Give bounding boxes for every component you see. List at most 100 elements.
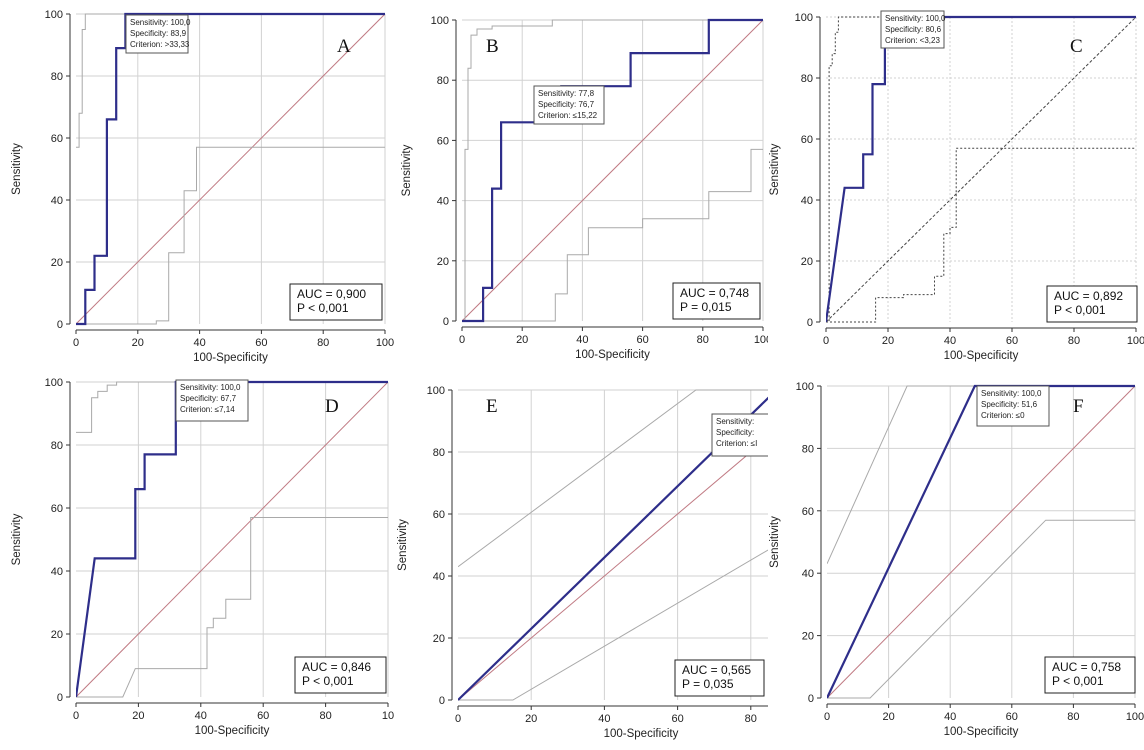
criterion-box-frame bbox=[533, 85, 605, 125]
x-tick-label: 60 bbox=[257, 710, 269, 722]
auc-box-frame bbox=[1044, 656, 1136, 694]
x-axis-title: 100-Specificity bbox=[944, 350, 1019, 362]
criterion-box: Sensitivity: Specificity: Criterion: ≤I bbox=[711, 413, 768, 457]
grid-e bbox=[458, 389, 768, 700]
criterion-box: Sensitivity: 100,0 Specificity: 83,9 Crite… bbox=[125, 14, 191, 54]
x-tick-label: 80 bbox=[697, 334, 709, 346]
roc-plot-b: 0 20 40 60 80 100 0 20 40 60 80 100 100-Specificity S… bbox=[401, 15, 768, 361]
y-tick-label: 100 bbox=[45, 9, 63, 21]
x-tick-label: 100 bbox=[1127, 335, 1144, 347]
criterion-box-frame bbox=[880, 10, 945, 49]
criterion-box-frame bbox=[175, 379, 249, 422]
panel-b: 0 20 40 60 80 100 0 20 40 60 80 100 100-Specificity S… bbox=[396, 0, 768, 370]
criterion-line: Sensitivity: bbox=[716, 417, 754, 426]
ci-upper-curve bbox=[76, 13, 385, 148]
reference-diagonal bbox=[462, 19, 763, 322]
ci-lower-curve bbox=[827, 519, 1135, 699]
y-tick-label: 80 bbox=[801, 73, 813, 85]
x-axis-title: 100-Specificity bbox=[193, 352, 268, 364]
panel-letter: B bbox=[486, 36, 499, 57]
grid-d bbox=[76, 381, 389, 697]
y-tick-label: 100 bbox=[431, 15, 449, 27]
p-value: P < 0,001 bbox=[1054, 303, 1106, 317]
p-value: P < 0,001 bbox=[297, 301, 349, 315]
x-tick-label: 20 bbox=[516, 334, 528, 346]
roc-curve bbox=[76, 12, 385, 326]
criterion-box: Sensitivity: 100,0 Specificity: 80,6 Crite… bbox=[880, 10, 946, 49]
p-value: P = 0,015 bbox=[680, 300, 732, 314]
criterion-line: Criterion: ≤I bbox=[716, 439, 757, 448]
auc-box-frame bbox=[289, 283, 383, 321]
y-tick-label: 60 bbox=[437, 135, 449, 147]
x-axis-title: 100-Specificity bbox=[944, 726, 1019, 738]
criterion-box-frame bbox=[976, 385, 1050, 427]
auc-box-frame bbox=[294, 656, 387, 694]
ci-lower-curve bbox=[76, 146, 385, 325]
criterion-line: Criterion: >33,33 bbox=[130, 40, 190, 49]
x-tick-label: 40 bbox=[944, 335, 956, 347]
y-tick-label: 0 bbox=[57, 319, 63, 331]
criterion-line: Sensitivity: 100,0 bbox=[885, 14, 946, 23]
axes-b: 0 20 40 60 80 100 0 20 40 60 80 100 bbox=[431, 15, 768, 346]
ci-upper-curve bbox=[458, 389, 768, 568]
x-tick-label: 20 bbox=[525, 713, 537, 725]
criterion-box: Sensitivity: 100,0 Specificity: 67,7 Crite… bbox=[175, 379, 249, 422]
y-axis-title: Sensitivity bbox=[397, 519, 409, 571]
y-axis-title: Sensitivity bbox=[11, 143, 23, 195]
criterion-line: Sensitivity: 100,0 bbox=[130, 18, 191, 27]
ci-lower-curve bbox=[462, 148, 763, 322]
y-tick-label: 0 bbox=[807, 317, 813, 329]
ci-lower-curve bbox=[76, 517, 388, 698]
x-tick-label: 0 bbox=[455, 713, 461, 725]
panel-letter: A bbox=[337, 36, 351, 57]
x-axis-title: 100-Specificity bbox=[195, 725, 270, 737]
reference-diagonal bbox=[76, 381, 388, 698]
y-tick-label: 60 bbox=[801, 134, 813, 146]
x-tick-label: 80 bbox=[745, 713, 757, 725]
y-tick-label: 40 bbox=[51, 195, 63, 207]
criterion-line: Specificity: 83,9 bbox=[130, 29, 187, 38]
auc-value: AUC = 0,892 bbox=[1054, 289, 1123, 303]
criterion-line: Criterion: ≤0 bbox=[981, 411, 1025, 420]
panel-letter: D bbox=[325, 396, 339, 417]
x-tick-label: 100 bbox=[754, 334, 768, 346]
x-tick-label: 60 bbox=[1006, 335, 1018, 347]
y-tick-label: 0 bbox=[439, 695, 445, 707]
y-tick-label: 80 bbox=[51, 440, 63, 452]
y-axis-title: Sensitivity bbox=[11, 513, 23, 565]
panel-a: 0 20 40 60 80 100 0 20 40 60 80 100 100-Specificity S… bbox=[0, 0, 396, 370]
x-axis-title: 100-Specificity bbox=[604, 728, 679, 740]
p-value: P < 0,001 bbox=[302, 674, 354, 688]
roc-plot-d: 0 20 40 60 80 10020406080100100-SpecificitySe… bbox=[11, 377, 394, 737]
x-tick-label: 20 bbox=[882, 335, 894, 347]
p-value: P < 0,001 bbox=[1052, 674, 1104, 688]
roc-curve bbox=[458, 396, 768, 701]
panel-letter: C bbox=[1070, 36, 1083, 57]
x-tick-label: 40 bbox=[195, 710, 207, 722]
series-group-d bbox=[76, 380, 388, 698]
criterion-line: Criterion: <3,23 bbox=[885, 36, 940, 45]
roc-plot-a: 0 20 40 60 80 100 0 20 40 60 80 100 100-Specificity S… bbox=[11, 9, 394, 364]
x-tick-label: 40 bbox=[598, 713, 610, 725]
roc-curve bbox=[827, 384, 1135, 699]
x-tick-label: 60 bbox=[636, 334, 648, 346]
x-tick-label: 0 bbox=[73, 337, 79, 349]
x-tick-label: 40 bbox=[944, 711, 956, 723]
x-tick-label: 80 bbox=[317, 337, 329, 349]
x-tick-label: 80 bbox=[319, 710, 331, 722]
y-tick-label: 20 bbox=[433, 633, 445, 645]
x-tick-label: 10 bbox=[382, 710, 394, 722]
auc-box-frame bbox=[672, 282, 761, 320]
criterion-line: Specificity: 51,6 bbox=[981, 400, 1038, 409]
ci-lower-curve bbox=[458, 549, 768, 701]
x-tick-label: 0 bbox=[823, 335, 829, 347]
roc-plot-e: 0 20 40 60 80 0 20 40 60 80 100 100-Specificity Sens… bbox=[397, 385, 768, 740]
y-tick-label: 100 bbox=[795, 12, 813, 24]
y-axis-title: Sensitivity bbox=[769, 143, 781, 195]
auc-value: AUC = 0,758 bbox=[1052, 660, 1121, 674]
panel-c: 0 20 40 60 80 100 0 20 40 60 80 100 100-Specificity S… bbox=[768, 0, 1144, 370]
y-tick-label: 80 bbox=[437, 75, 449, 87]
